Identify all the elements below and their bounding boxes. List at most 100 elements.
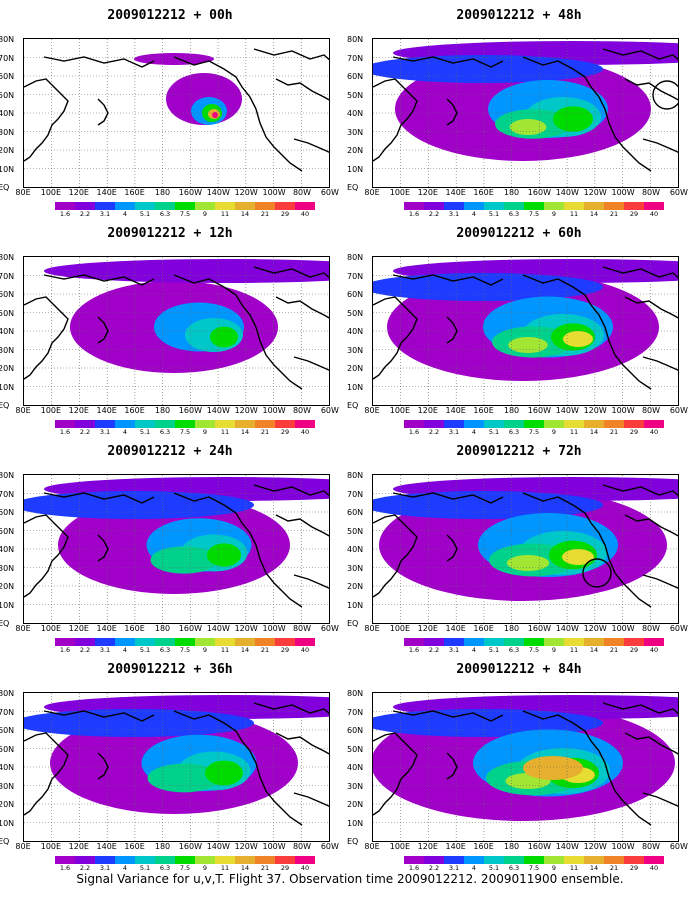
color-scale-label: 11 — [220, 210, 230, 218]
map-panel: 2009012212 + 60h 80N 70N 60N 50N 40N 30N 20N 10N… — [347, 226, 689, 436]
coastline — [373, 514, 418, 598]
color-swatch — [424, 420, 444, 428]
color-scale-label: 5.1 — [139, 646, 151, 654]
longitude-label: 180 — [154, 842, 171, 851]
color-swatch — [75, 202, 95, 210]
color-swatch — [544, 420, 564, 428]
longitude-label: 140W — [555, 406, 579, 415]
color-scale-swatches — [55, 202, 315, 210]
longitude-label: 80E — [364, 406, 380, 415]
coastline — [97, 534, 109, 562]
color-scale-labels: 1.6 2.2 3.1 4 5.1 6.3 7.5 9 11 14 21 29 40 — [404, 428, 664, 436]
longitude-label: 120W — [234, 188, 258, 197]
color-swatch — [444, 638, 464, 646]
latitude-label: 80N — [347, 689, 364, 698]
longitude-labels: 80E 100E 120E 140E 160E 180 160W 140W 120W 100W 80… — [13, 843, 343, 853]
color-scale-label: 21 — [609, 428, 619, 436]
coastline — [275, 78, 329, 101]
latitude-label: 70N — [347, 271, 364, 281]
longitude-label: 80E — [364, 188, 380, 197]
longitude-label: 140E — [96, 624, 117, 633]
latitude-labels: 80N 70N 60N 50N 40N 30N 20N 10N EQ — [0, 471, 22, 628]
longitude-label: 80W — [641, 188, 661, 197]
color-scale-label: 29 — [280, 864, 290, 872]
variance-map — [24, 39, 329, 187]
color-swatch — [564, 202, 584, 210]
color-swatch — [564, 856, 584, 864]
color-scale-label: 5.1 — [488, 864, 500, 872]
color-scale-labels: 1.6 2.2 3.1 4 5.1 6.3 7.5 9 11 14 21 29 40 — [55, 646, 315, 654]
color-swatch — [95, 638, 115, 646]
longitude-label: 120W — [234, 842, 258, 851]
color-swatch — [584, 856, 604, 864]
longitude-label: 100E — [389, 188, 411, 197]
longitude-label: 120W — [234, 406, 258, 415]
color-swatch — [524, 856, 544, 864]
latitude-label: EQ — [347, 401, 359, 410]
color-scale-swatches — [404, 856, 664, 864]
color-swatch — [175, 856, 195, 864]
color-scale-label: 1.6 — [408, 428, 420, 436]
color-swatch — [135, 420, 155, 428]
color-scale-label: 2.2 — [79, 646, 91, 654]
highlight-circle — [652, 80, 678, 110]
map-panel: 2009012212 + 72h 80N 70N 60N 50N 40N 30N 20N 10N… — [347, 444, 689, 654]
color-swatch — [255, 420, 275, 428]
variance-contour — [563, 331, 593, 347]
highlight-circle — [582, 558, 612, 588]
coastline — [392, 492, 504, 504]
latitude-labels: 80N 70N 60N 50N 40N 30N 20N 10N EQ — [0, 36, 22, 192]
color-scale-label: 7.5 — [528, 210, 540, 218]
color-scale-label: 9 — [551, 646, 557, 654]
color-swatch — [155, 202, 175, 210]
coastline — [173, 274, 303, 390]
longitude-labels: 80E 100E 120E 140E 160E 180 160W 140W 120W 100W 80… — [362, 843, 692, 853]
color-scale-label: 6.3 — [159, 210, 171, 218]
longitude-label: 100W — [262, 842, 286, 851]
color-scale-label: 29 — [629, 864, 639, 872]
variance-map — [373, 693, 678, 841]
coastline — [24, 78, 69, 162]
color-scale-label: 1.6 — [408, 864, 420, 872]
color-swatch — [255, 202, 275, 210]
color-scale-label: 11 — [569, 210, 579, 218]
color-scale-label: 5.1 — [139, 428, 151, 436]
coastline — [624, 514, 678, 537]
color-scale-label: 11 — [569, 428, 579, 436]
latitude-label: 20N — [0, 364, 15, 373]
latitude-label: 30N — [0, 781, 15, 791]
variance-contour — [553, 106, 593, 132]
variance-contour — [207, 543, 241, 567]
variance-map — [24, 475, 329, 623]
latitude-label: 80N — [0, 689, 15, 698]
color-scale-legend: 1.6 2.2 3.1 4 5.1 6.3 7.5 9 11 14 21 29 40 — [404, 638, 666, 656]
map-frame — [372, 256, 679, 406]
color-swatch — [215, 202, 235, 210]
latitude-label: 10N — [0, 818, 15, 828]
longitude-label: 80W — [641, 406, 661, 415]
color-scale-label: 7.5 — [528, 428, 540, 436]
latitude-label: 10N — [0, 600, 15, 610]
longitude-label: 60W — [320, 406, 339, 415]
longitude-labels: 80E 100E 120E 140E 160E 180 160W 140W 120W 100W 80… — [362, 189, 692, 199]
color-scale-label: 6.3 — [508, 646, 520, 654]
variance-contour — [205, 760, 243, 786]
color-scale-label: 11 — [220, 428, 230, 436]
color-scale-label: 21 — [609, 646, 619, 654]
longitude-label: 140E — [445, 842, 466, 851]
longitude-label: 140W — [206, 188, 230, 197]
color-swatch — [115, 420, 135, 428]
latitude-label: 50N — [0, 526, 15, 536]
latitude-labels: 80N 70N 60N 50N 40N 30N 20N 10N EQ — [347, 254, 371, 410]
color-scale-label: 7.5 — [179, 646, 191, 654]
longitude-labels: 80E 100E 120E 140E 160E 180 160W 140W 120W 100W 80… — [13, 189, 343, 199]
color-swatch — [235, 202, 255, 210]
color-scale-label: 11 — [220, 646, 230, 654]
latitude-label: 70N — [0, 707, 15, 717]
latitude-label: 80N — [0, 471, 15, 480]
color-scale-label: 2.2 — [428, 646, 440, 654]
coastline — [275, 514, 329, 537]
panel-title: 2009012212 + 12h — [107, 226, 233, 241]
longitude-label: 180 — [503, 842, 520, 851]
latitude-label: 40N — [347, 545, 364, 554]
